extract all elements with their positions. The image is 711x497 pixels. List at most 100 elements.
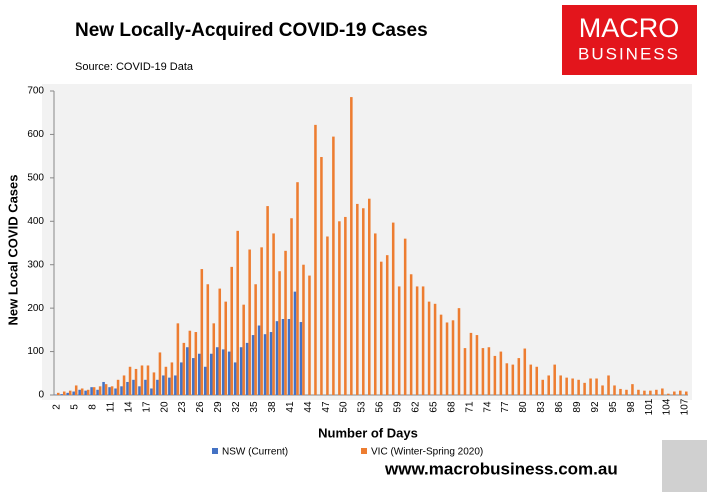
chart-title: New Locally-Acquired COVID-19 Cases — [75, 20, 428, 41]
bar — [170, 362, 174, 395]
y-tick-label: 0 — [38, 390, 44, 401]
y-tick-label: 400 — [27, 216, 44, 227]
bar — [649, 390, 652, 395]
bar — [439, 314, 443, 395]
bar — [144, 379, 147, 395]
bar — [180, 362, 183, 395]
x-tick-label: 44 — [303, 401, 314, 413]
bar — [72, 391, 75, 395]
x-tick-label: 59 — [393, 401, 404, 413]
bar — [197, 353, 201, 395]
bar — [601, 385, 604, 395]
bar — [233, 362, 237, 395]
bar — [391, 222, 395, 395]
bar — [368, 198, 371, 395]
bar — [373, 233, 377, 395]
bar — [511, 364, 515, 395]
bar — [215, 347, 219, 395]
bar — [182, 342, 186, 395]
bar — [194, 332, 198, 395]
y-tick-label: 200 — [27, 303, 44, 314]
y-tick-label: 100 — [27, 346, 44, 357]
bar — [415, 286, 419, 395]
bar — [257, 325, 261, 395]
bar — [643, 390, 646, 395]
x-tick-label: 38 — [267, 401, 278, 413]
x-tick-label: 32 — [231, 401, 242, 413]
bar — [203, 366, 207, 395]
x-tick-label: 83 — [536, 401, 547, 413]
bar — [236, 230, 239, 395]
bar — [104, 384, 108, 395]
x-tick-label: 17 — [141, 401, 152, 413]
bar — [140, 365, 144, 395]
bar — [221, 349, 225, 395]
x-tick-label: 71 — [464, 401, 475, 413]
bar — [362, 208, 365, 395]
bar — [505, 363, 509, 395]
x-tick-label: 92 — [590, 401, 601, 413]
x-tick-label: 101 — [644, 398, 655, 415]
bar — [631, 384, 634, 395]
bar — [120, 386, 123, 395]
chart-subtitle: Source: COVID-19 Data — [75, 61, 194, 73]
bar — [212, 323, 216, 395]
bar — [162, 375, 165, 395]
x-tick-label: 11 — [105, 401, 116, 412]
bar — [661, 388, 664, 395]
bar — [86, 389, 90, 395]
bar — [290, 218, 293, 395]
bar — [242, 304, 245, 395]
bar — [150, 388, 153, 395]
bar — [269, 332, 273, 395]
bar — [114, 388, 117, 395]
bar — [655, 389, 658, 395]
bar — [299, 322, 303, 395]
x-tick-label: 89 — [572, 401, 583, 413]
legend-swatch — [361, 448, 367, 454]
bar — [206, 284, 210, 395]
bar — [251, 335, 255, 395]
bar — [679, 390, 682, 395]
x-tick-label: 74 — [482, 401, 493, 413]
bar — [475, 335, 479, 395]
bar — [397, 286, 401, 395]
x-tick-label: 47 — [321, 401, 332, 413]
bar — [625, 389, 628, 395]
x-tick-label: 50 — [339, 401, 350, 413]
bar — [523, 348, 527, 395]
wolf-image — [662, 440, 707, 492]
legend-swatch — [212, 448, 218, 454]
bar — [379, 261, 383, 395]
bar — [56, 392, 60, 395]
x-tick-label: 86 — [554, 401, 565, 413]
bar — [499, 351, 503, 395]
x-tick-label: 41 — [285, 401, 296, 413]
bar — [224, 301, 228, 395]
bar — [239, 347, 243, 395]
bar — [92, 387, 96, 395]
bar — [314, 124, 317, 396]
bar — [122, 375, 126, 395]
bar — [186, 347, 189, 395]
bar — [685, 391, 688, 395]
bar — [158, 352, 162, 395]
bar — [192, 358, 195, 395]
bar — [96, 389, 99, 395]
bar — [457, 308, 461, 395]
bar — [102, 381, 105, 395]
bar — [84, 390, 87, 395]
bar — [463, 348, 467, 395]
y-tick-label: 600 — [27, 129, 44, 140]
bar — [356, 203, 359, 395]
bar — [254, 284, 257, 395]
bar — [565, 377, 568, 395]
bar — [284, 250, 287, 395]
y-axis-label: New Local COVID Cases — [5, 175, 20, 326]
bar — [409, 274, 413, 395]
bar — [481, 348, 485, 395]
bar — [445, 322, 449, 395]
bar — [146, 365, 150, 395]
bar — [637, 389, 640, 395]
